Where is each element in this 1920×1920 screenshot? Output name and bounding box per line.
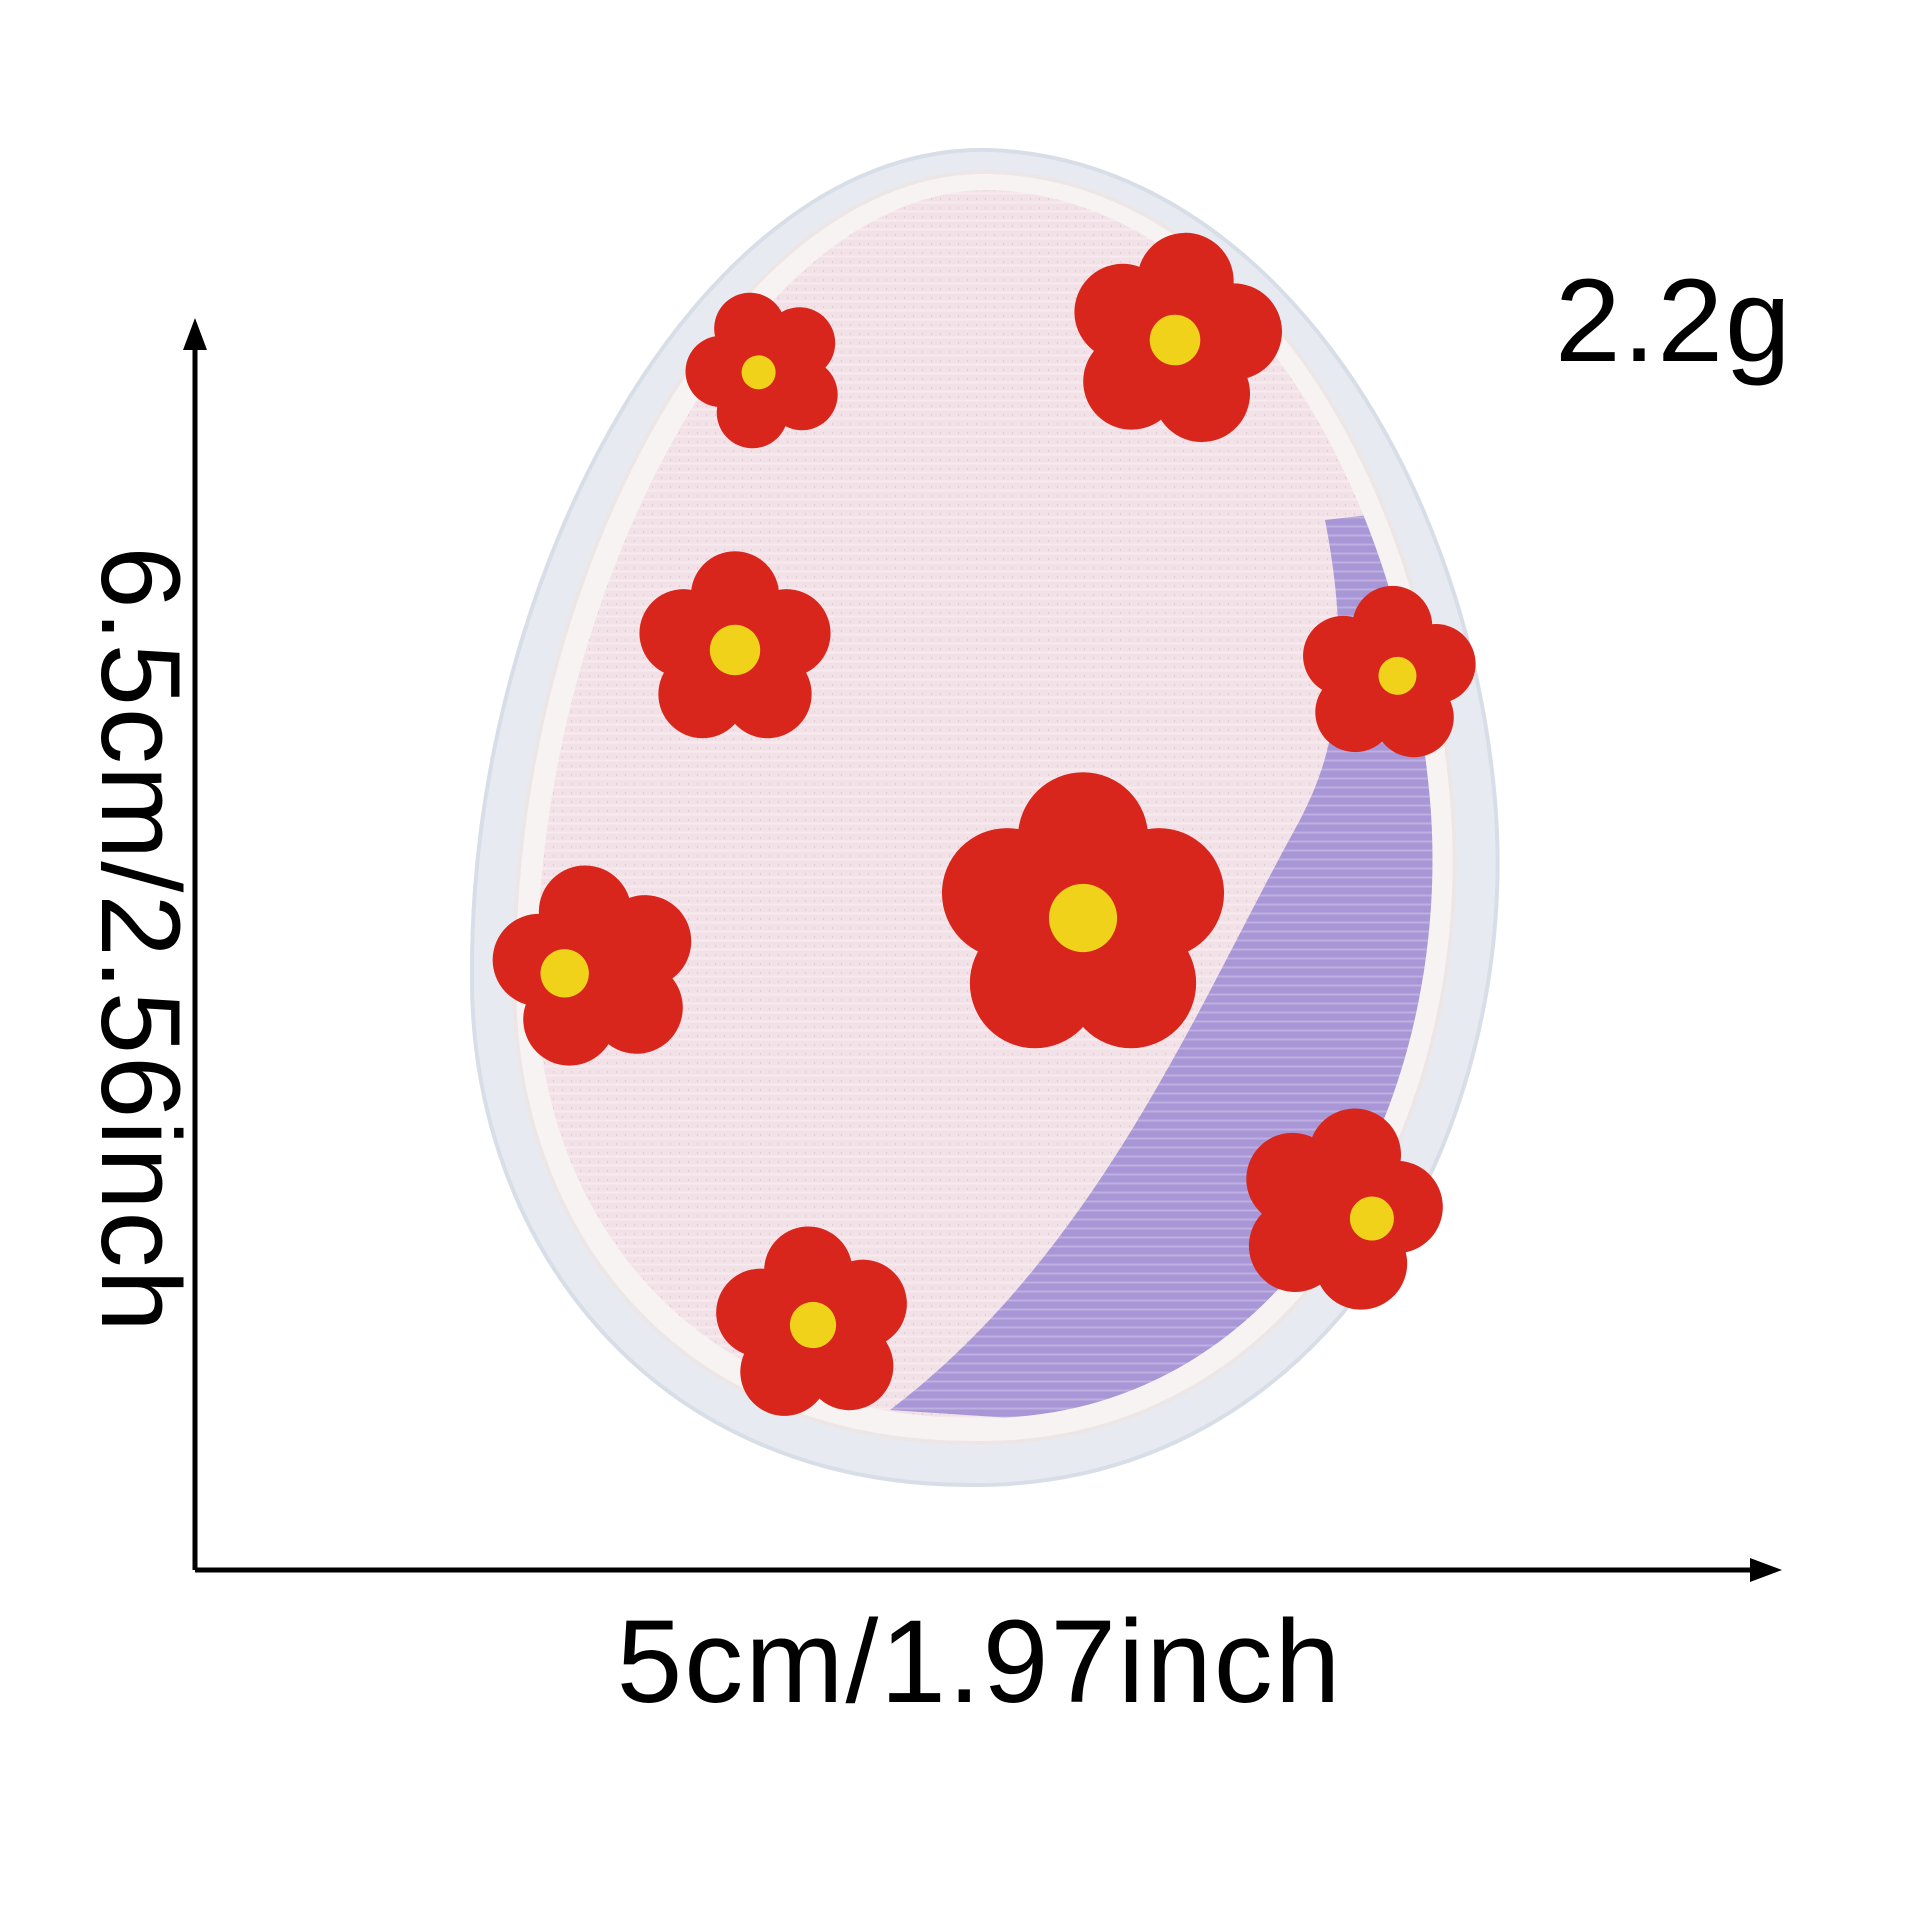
width-dimension-label: 5cm/1.97inch (616, 1596, 1343, 1728)
flower-icon (1219, 1084, 1464, 1326)
dimension-axes (192, 335, 1765, 1573)
arrow-right-icon (1750, 1558, 1782, 1582)
flower-icon (1294, 578, 1482, 763)
flower-icon (478, 848, 710, 1077)
flower-icon (664, 268, 863, 464)
flower-icon (941, 772, 1225, 1049)
flowers (478, 215, 1482, 1422)
weight-label: 2.2g (1555, 255, 1793, 387)
arrow-up-icon (183, 318, 207, 350)
flower-icon (709, 1218, 916, 1422)
height-dimension-label: 6.5cm/2.56inch (78, 546, 203, 1334)
flower-icon (639, 551, 831, 739)
flower-icon (1055, 215, 1297, 454)
